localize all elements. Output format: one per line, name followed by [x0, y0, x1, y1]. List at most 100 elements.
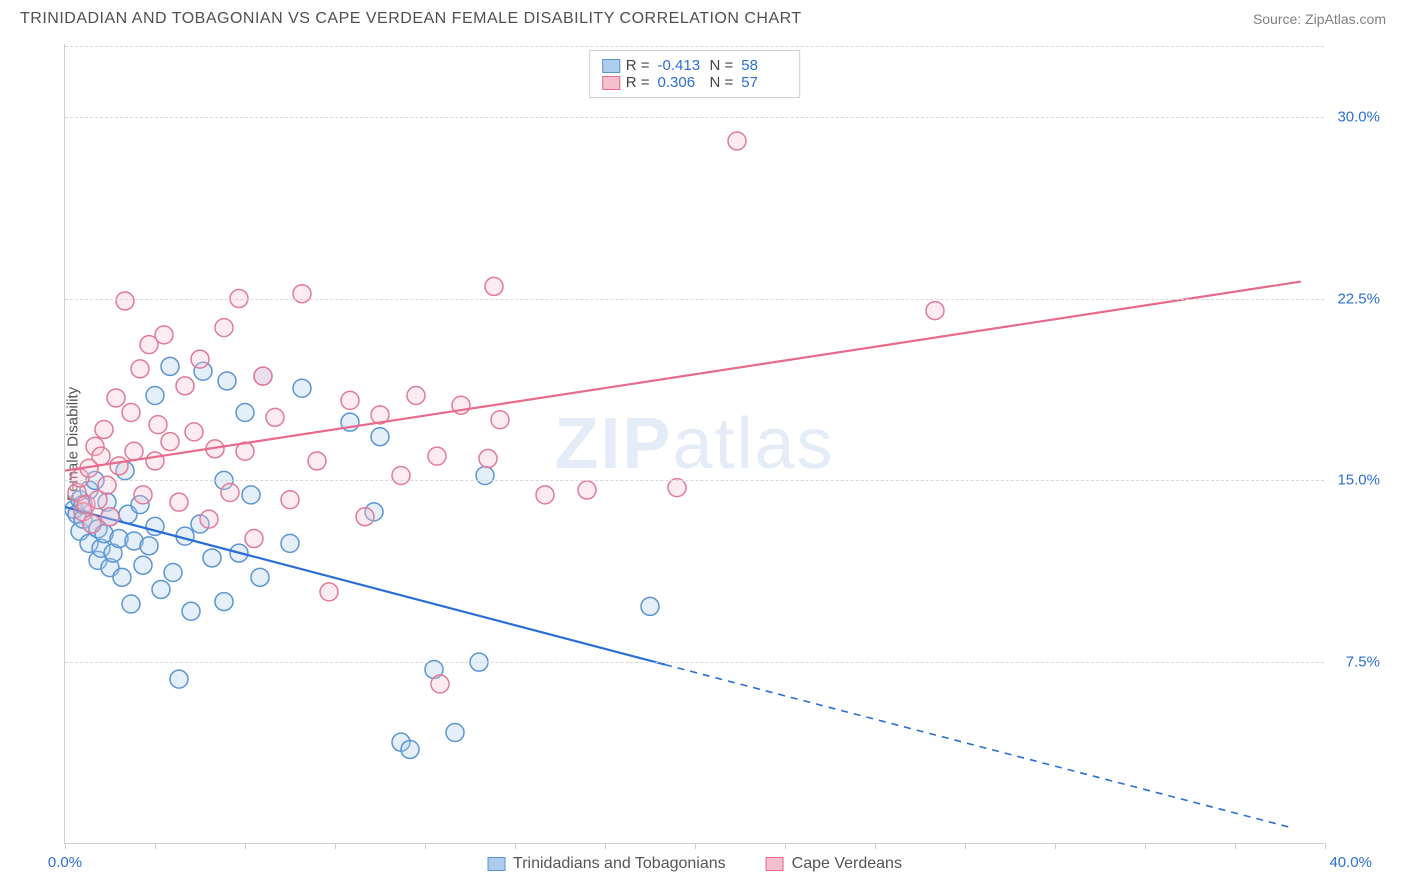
data-point	[113, 568, 131, 586]
data-point	[200, 510, 218, 528]
data-point	[491, 411, 509, 429]
data-point	[125, 442, 143, 460]
data-point	[476, 467, 494, 485]
data-point	[182, 602, 200, 620]
data-point	[92, 447, 110, 465]
swatch-blue	[487, 857, 505, 871]
y-tick-label: 22.5%	[1337, 290, 1380, 307]
x-tick-mark	[1235, 843, 1236, 849]
data-point	[122, 403, 140, 421]
x-tick-mark	[1145, 843, 1146, 849]
legend-item-pink: Cape Verdeans	[766, 855, 902, 873]
x-tick-mark	[965, 843, 966, 849]
x-tick-mark	[785, 843, 786, 849]
gridline	[65, 299, 1324, 300]
data-point	[122, 595, 140, 613]
data-point	[245, 530, 263, 548]
data-point	[236, 403, 254, 421]
x-tick-mark	[1055, 843, 1056, 849]
data-point	[146, 452, 164, 470]
x-tick-mark	[605, 843, 606, 849]
data-point	[926, 302, 944, 320]
data-point	[215, 593, 233, 611]
data-point	[98, 476, 116, 494]
data-point	[110, 457, 128, 475]
data-point	[176, 377, 194, 395]
data-point	[578, 481, 596, 499]
data-point	[83, 515, 101, 533]
swatch-pink	[602, 76, 620, 90]
x-tick-mark	[335, 843, 336, 849]
gridline	[65, 480, 1324, 481]
data-point	[641, 597, 659, 615]
data-point	[281, 534, 299, 552]
data-point	[446, 723, 464, 741]
stats-row-pink: R = 0.306 N = 57	[602, 74, 788, 91]
chart-svg	[65, 44, 1325, 844]
y-tick-label: 15.0%	[1337, 472, 1380, 489]
swatch-pink	[766, 857, 784, 871]
plot-area: ZIPatlas R = -0.413 N = 58 R = 0.306 N =…	[64, 44, 1324, 844]
data-point	[95, 420, 113, 438]
y-tick-label: 7.5%	[1346, 654, 1380, 671]
data-point	[101, 508, 119, 526]
data-point	[371, 428, 389, 446]
x-tick-mark	[695, 843, 696, 849]
data-point	[242, 486, 260, 504]
x-tick-mark	[155, 843, 156, 849]
data-point	[221, 483, 239, 501]
data-point	[320, 583, 338, 601]
x-tick-mark	[515, 843, 516, 849]
stats-legend: R = -0.413 N = 58 R = 0.306 N = 57	[589, 50, 801, 98]
data-point	[191, 350, 209, 368]
chart-container: Female Disability ZIPatlas R = -0.413 N …	[46, 44, 1382, 844]
gridline	[65, 117, 1324, 118]
data-point	[536, 486, 554, 504]
data-point	[218, 372, 236, 390]
data-point	[146, 387, 164, 405]
data-point	[131, 360, 149, 378]
data-point	[485, 277, 503, 295]
data-point	[407, 387, 425, 405]
data-point	[728, 132, 746, 150]
data-point	[293, 285, 311, 303]
data-point	[428, 447, 446, 465]
data-point	[392, 467, 410, 485]
gridline	[65, 662, 1324, 663]
x-tick-left: 0.0%	[48, 854, 82, 871]
trend-line-extrapolate	[665, 665, 1289, 827]
data-point	[134, 486, 152, 504]
data-point	[170, 670, 188, 688]
stats-row-blue: R = -0.413 N = 58	[602, 57, 788, 74]
data-point	[266, 408, 284, 426]
data-point	[155, 326, 173, 344]
data-point	[254, 367, 272, 385]
data-point	[134, 556, 152, 574]
data-point	[149, 416, 167, 434]
data-point	[152, 580, 170, 598]
data-point	[281, 491, 299, 509]
chart-title: TRINIDADIAN AND TOBAGONIAN VS CAPE VERDE…	[20, 10, 802, 28]
x-tick-mark	[1325, 843, 1326, 849]
x-tick-mark	[65, 843, 66, 849]
x-tick-mark	[425, 843, 426, 849]
trend-line	[65, 282, 1301, 471]
x-tick-mark	[245, 843, 246, 849]
data-point	[161, 357, 179, 375]
data-point	[341, 391, 359, 409]
y-tick-label: 30.0%	[1337, 108, 1380, 125]
source-attribution: Source: ZipAtlas.com	[1253, 11, 1386, 27]
gridline	[65, 46, 1324, 47]
data-point	[356, 508, 374, 526]
data-point	[161, 433, 179, 451]
x-tick-right: 40.0%	[1329, 854, 1372, 871]
legend-label: Trinidadians and Tobagonians	[513, 855, 726, 873]
series-legend: Trinidadians and Tobagonians Cape Verdea…	[487, 855, 902, 873]
data-point	[401, 740, 419, 758]
data-point	[293, 379, 311, 397]
data-point	[116, 292, 134, 310]
legend-item-blue: Trinidadians and Tobagonians	[487, 855, 726, 873]
legend-label: Cape Verdeans	[792, 855, 902, 873]
data-point	[479, 450, 497, 468]
x-tick-mark	[875, 843, 876, 849]
